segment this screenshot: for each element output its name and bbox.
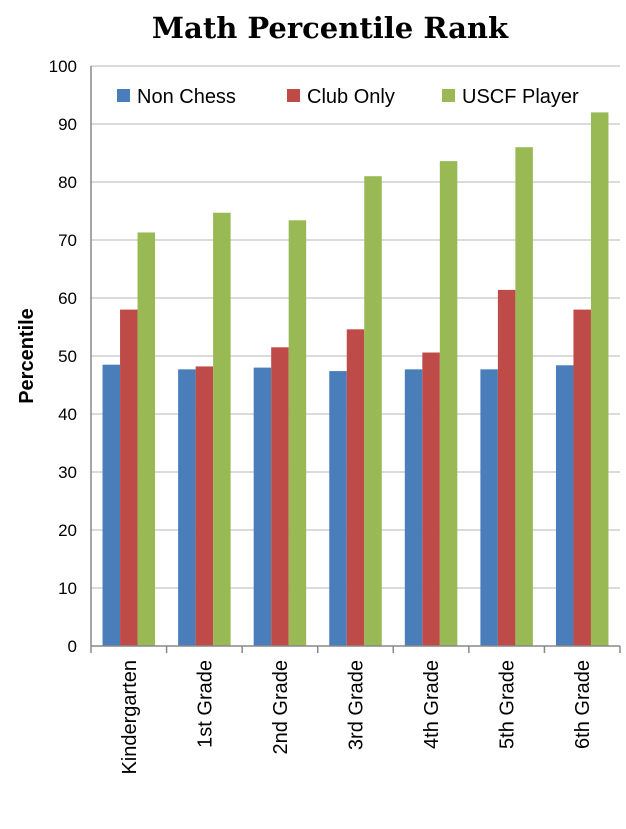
y-axis-label: Percentile: [16, 308, 38, 404]
legend-label: USCF Player: [462, 86, 579, 108]
y-tick-label: 70: [58, 231, 77, 250]
y-tick-label: 40: [58, 405, 77, 424]
bar-club-only: [195, 366, 214, 646]
x-tick-label: 6th Grade: [572, 660, 594, 749]
bar-uscf-player: [364, 176, 382, 646]
bar-non-chess: [102, 364, 121, 646]
legend-label: Club Only: [307, 86, 395, 108]
bar-club-only: [271, 347, 289, 646]
x-axis-ticks: Kindergarten 1st Grade 2nd Grade 3rd Grade 4…: [119, 660, 594, 775]
bar-club-only: [120, 309, 138, 646]
x-tick-label: 2nd Grade: [270, 660, 292, 755]
bar-club-only: [497, 289, 516, 646]
y-tick-label: 20: [58, 521, 77, 540]
y-tick-label: 100: [49, 57, 77, 76]
bar-non-chess: [404, 369, 423, 646]
x-tick-label: 4th Grade: [421, 660, 443, 749]
bar-club-only: [573, 309, 591, 646]
legend-item: Club Only: [287, 86, 395, 108]
y-tick-label: 10: [58, 579, 77, 598]
x-tick-label: 1st Grade: [194, 660, 216, 748]
bar-non-chess: [555, 365, 574, 646]
bar-uscf-player: [590, 112, 609, 646]
bar-uscf-player: [137, 232, 156, 646]
bar-uscf-player: [213, 212, 231, 647]
bar-non-chess: [253, 367, 272, 646]
legend: Non Chess Club Only USCF Player: [117, 86, 579, 108]
legend-swatch: [117, 89, 130, 102]
x-tick-label: 5th Grade: [497, 660, 519, 749]
legend-item: Non Chess: [117, 86, 236, 108]
x-tick-label: 3rd Grade: [346, 660, 368, 750]
y-tick-label: 60: [58, 289, 77, 308]
axes: [90, 66, 621, 653]
legend-label: Non Chess: [137, 86, 236, 108]
bar-uscf-player: [288, 220, 307, 646]
bar-non-chess: [480, 369, 498, 646]
chart-title: Math Percentile Rank: [152, 11, 509, 45]
y-axis-ticks: 0 10 20 30 40 50 60 70 80 90 100: [49, 57, 77, 656]
bar-uscf-player: [439, 161, 458, 646]
legend-swatch: [442, 89, 455, 102]
bar-club-only: [346, 329, 365, 646]
bars: [102, 112, 609, 647]
bar-club-only: [422, 352, 440, 646]
x-tick-label: Kindergarten: [119, 660, 141, 775]
bar-non-chess: [329, 371, 347, 646]
y-tick-label: 50: [58, 347, 77, 366]
y-tick-label: 90: [58, 115, 77, 134]
y-tick-label: 30: [58, 463, 77, 482]
bar-non-chess: [178, 369, 196, 646]
bar-uscf-player: [515, 147, 533, 646]
y-tick-label: 80: [58, 173, 77, 192]
legend-swatch: [287, 89, 300, 102]
y-tick-label: 0: [68, 637, 77, 656]
legend-item: USCF Player: [442, 86, 579, 108]
